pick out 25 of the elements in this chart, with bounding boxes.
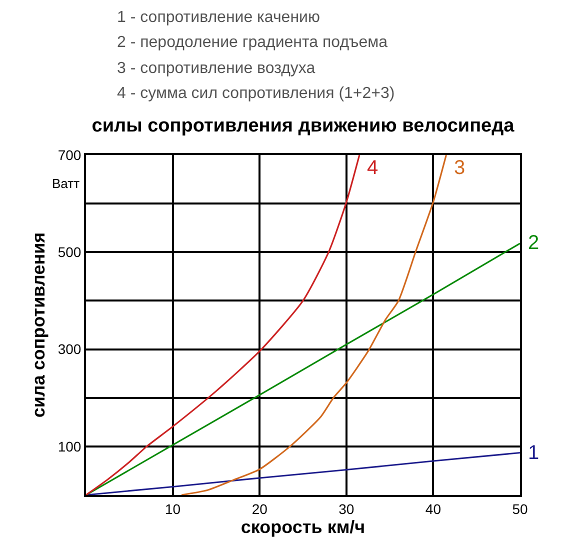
x-tick-label: 30 (338, 500, 354, 517)
series-label: 4 (367, 157, 378, 179)
series-label: 3 (454, 157, 466, 179)
y-tick-label: 100 (58, 438, 82, 454)
y-tick-label: 700 (58, 146, 82, 163)
chart-title: силы сопротивления движению велосипеда (92, 116, 515, 137)
text: 1 - сопротивление качению (117, 9, 320, 26)
line-series (86, 155, 360, 495)
text: Ватт (52, 176, 80, 191)
text: 4 - сумма сил сопротивления (1+2+3) (117, 85, 395, 102)
line-series (86, 242, 520, 495)
series-label: 1 (528, 442, 540, 464)
x-tick-label: 20 (252, 500, 268, 517)
x-tick-label: 10 (165, 500, 181, 517)
y-tick-label: 500 (58, 244, 82, 260)
x-tick-label: 40 (425, 500, 442, 517)
x-tick-label: 50 (512, 500, 528, 517)
y-axis-title: сила сопротивления (28, 232, 49, 418)
series-label: 2 (528, 232, 540, 254)
text: 2 - перодоление градиента подъема (117, 34, 388, 51)
line-series (180, 155, 448, 495)
line-series (86, 452, 520, 495)
text: 3 - сопротивление воздуха (117, 60, 316, 77)
x-axis-title: скорость км/ч (240, 516, 366, 537)
y-tick-label: 300 (58, 341, 82, 358)
